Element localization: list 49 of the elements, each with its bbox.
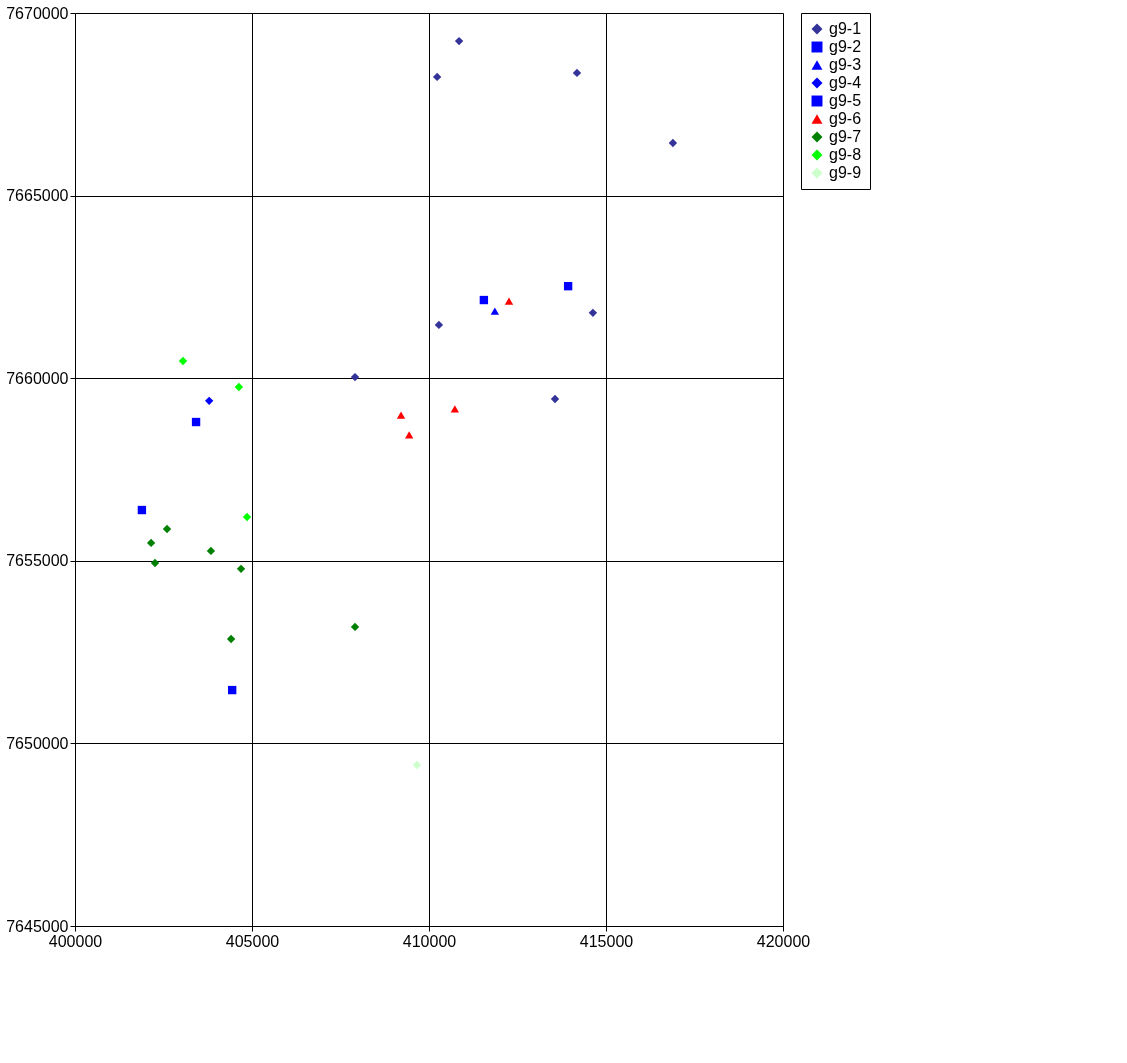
point <box>178 356 188 366</box>
point <box>137 505 147 515</box>
point <box>432 72 442 82</box>
point <box>668 138 678 148</box>
point <box>563 281 573 291</box>
y-tick-label: 7650000 <box>6 734 69 752</box>
point <box>191 417 201 427</box>
point <box>412 760 422 770</box>
point <box>227 685 237 695</box>
legend-label: g9-4 <box>829 74 862 91</box>
y-tick-label: 7655000 <box>6 552 69 570</box>
point <box>479 295 489 305</box>
point <box>490 307 500 315</box>
point <box>236 564 246 574</box>
legend-label: g9-6 <box>829 110 862 127</box>
legend-label: g9-3 <box>829 56 862 73</box>
point <box>350 622 360 632</box>
point <box>572 68 582 78</box>
point <box>206 546 216 556</box>
point <box>504 297 514 305</box>
point <box>434 320 444 330</box>
point <box>226 634 236 644</box>
y-tick-label: 7660000 <box>6 369 69 387</box>
legend-label: g9-7 <box>829 128 862 145</box>
legend-label: g9-9 <box>829 164 862 181</box>
point <box>242 512 252 522</box>
legend-label: g9-8 <box>829 146 862 163</box>
legend-label: g9-1 <box>829 20 862 37</box>
x-tick-label: 400000 <box>48 932 103 950</box>
point <box>204 396 214 406</box>
x-tick-label: 410000 <box>402 932 457 950</box>
legend-label: g9-2 <box>829 38 862 55</box>
point <box>234 382 244 392</box>
x-tick-label: 415000 <box>579 932 634 950</box>
point <box>146 538 156 548</box>
point <box>396 411 406 419</box>
point <box>454 36 464 46</box>
point <box>162 524 172 534</box>
point <box>404 431 414 439</box>
point <box>588 308 598 318</box>
point <box>150 558 160 568</box>
point <box>350 372 360 382</box>
point <box>550 394 560 404</box>
y-tick-label: 7645000 <box>6 917 69 935</box>
legend-label: g9-5 <box>829 92 862 109</box>
x-tick-label: 405000 <box>225 932 280 950</box>
x-tick-label: 420000 <box>756 932 811 950</box>
y-tick-label: 7665000 <box>6 187 69 205</box>
y-tick-label: 7670000 <box>6 4 69 22</box>
